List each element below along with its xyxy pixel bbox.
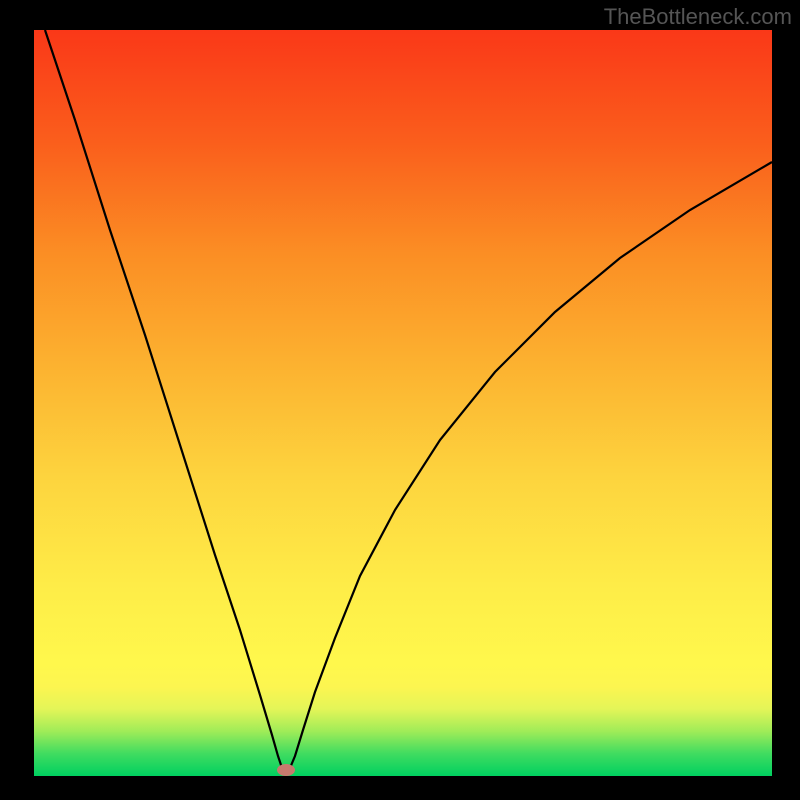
watermark-text: TheBottleneck.com [604, 4, 792, 30]
minimum-marker [277, 764, 295, 776]
curve-svg [0, 0, 800, 800]
v-curve-path [45, 30, 772, 772]
